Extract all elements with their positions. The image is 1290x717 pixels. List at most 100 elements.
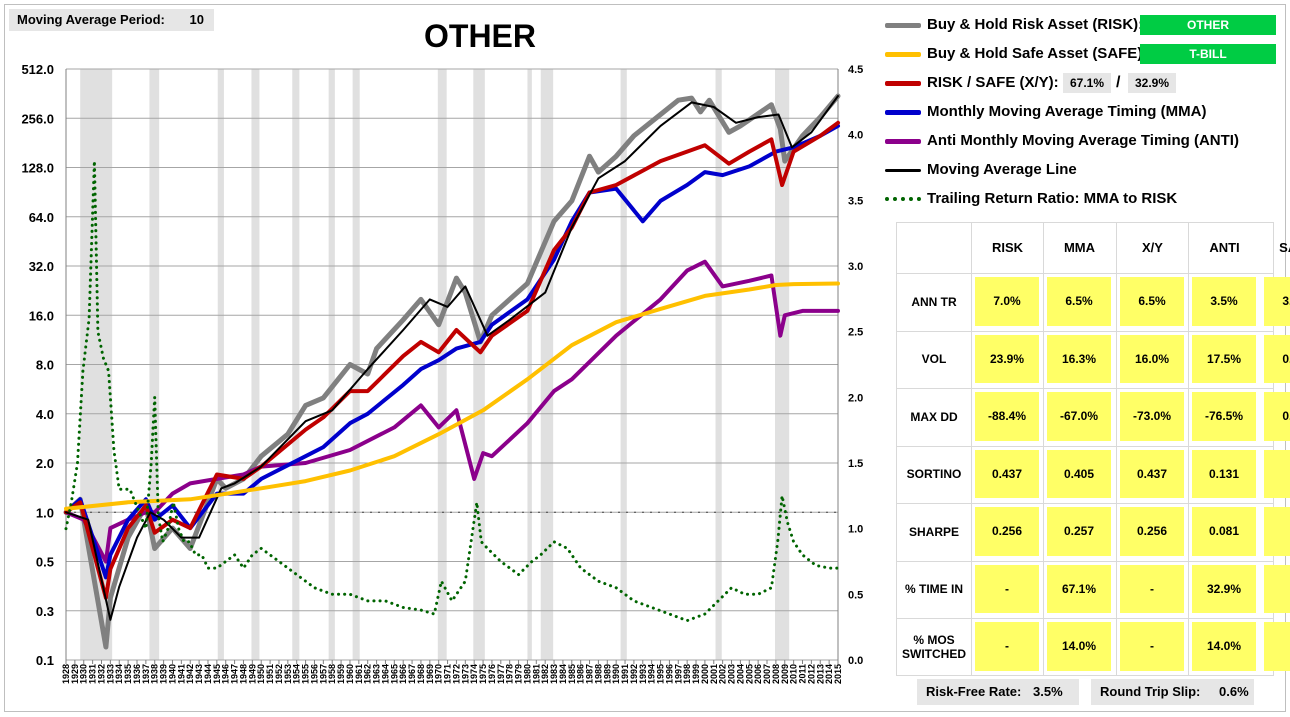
x-tick-label: 1979 [514, 664, 524, 684]
x-tick-label: 1950 [256, 664, 266, 684]
table-header-anti: ANTI [1209, 240, 1240, 255]
x-tick-label: 1978 [505, 664, 515, 684]
y2-tick-label: 0.0 [848, 655, 863, 667]
table-row-divider [897, 445, 1273, 447]
table-cell: 3.5% [1264, 277, 1290, 326]
table-cell: 0.256 [1120, 507, 1184, 556]
x-tick-label: 1946 [221, 664, 231, 684]
table-row-label: MAX DD [910, 409, 958, 424]
y2-tick-label: 2.5 [848, 327, 863, 339]
x-tick-label: 1942 [185, 664, 195, 684]
y-tick-label: 8.0 [36, 358, 54, 373]
x-tick-label: 1961 [354, 664, 364, 684]
moving-average-period-value[interactable]: 10 [189, 12, 204, 27]
table-header-risk: RISK [991, 240, 1024, 255]
x-tick-label: 1954 [292, 664, 302, 684]
table-col-divider [1188, 223, 1189, 675]
table-cell: 14.0% [1192, 622, 1256, 671]
x-tick-label: 2003 [727, 664, 737, 684]
x-tick-label: 1969 [425, 664, 435, 684]
x-tick-label: 2002 [718, 664, 728, 684]
series-moving-average-line [65, 95, 839, 621]
table-cell: 23.9% [975, 334, 1039, 383]
safe-asset-badge[interactable]: T-BILL [1140, 44, 1276, 64]
x-tick-label: 2013 [815, 664, 825, 684]
x-tick-label: 1994 [647, 664, 657, 684]
x-tick-label: 1977 [496, 664, 506, 684]
table-cell: 3.5% [1192, 277, 1256, 326]
series-buy-hold-risk-asset-risk [63, 93, 841, 650]
series-trailing-return-ratio-mma-to-risk [64, 159, 840, 623]
y2-tick-label: 3.5 [848, 195, 863, 207]
x-tick-label: 1992 [629, 664, 639, 684]
x-tick-label: 1967 [407, 664, 417, 684]
table-cell: 16.3% [1047, 334, 1111, 383]
table-cell: 6.5% [1120, 277, 1184, 326]
risk-free-rate-value[interactable]: 3.5% [1033, 684, 1063, 699]
round-trip-slip-value[interactable]: 0.6% [1219, 684, 1249, 699]
x-tick-label: 1966 [398, 664, 408, 684]
table-header-xy: X/Y [1142, 240, 1163, 255]
series-risk-safe-x-y [64, 120, 840, 600]
table-row-label: ANN TR [911, 294, 957, 309]
x-tick-label: 1997 [673, 664, 683, 684]
x-tick-label: 2001 [709, 664, 719, 684]
x-tick-label: 1998 [682, 664, 692, 684]
table-header-safe: SAFE [1279, 240, 1290, 255]
x-tick-label: 1980 [522, 664, 532, 684]
moving-average-period: Moving Average Period: 10 [9, 9, 214, 31]
table-cell: 6.5% [1047, 277, 1111, 326]
y2-tick-label: 3.0 [848, 261, 863, 273]
x-tick-label: 1960 [345, 664, 355, 684]
y-tick-label: 0.1 [36, 653, 54, 668]
y-tick-label: 2.0 [36, 456, 54, 471]
table-cell: 0.437 [1120, 449, 1184, 498]
x-tick-label: 1958 [327, 664, 337, 684]
x-tick-label: 2014 [824, 664, 834, 684]
legend-ratio-label: Trailing Return Ratio: MMA to RISK [927, 190, 1178, 207]
x-tick-label: 1936 [132, 664, 142, 684]
xy-safe-pct[interactable]: 32.9% [1128, 73, 1176, 93]
y-tick-label: 0.5 [36, 555, 54, 570]
x-tick-label: 1932 [96, 664, 106, 684]
x-tick-label: 1959 [336, 664, 346, 684]
y2-tick-label: 4.5 [848, 64, 863, 76]
legend-risk-label: Buy & Hold Risk Asset (RISK): [927, 16, 1144, 33]
legend-safe-swatch [885, 52, 921, 57]
table-row-label: VOL [921, 352, 947, 367]
x-tick-label: 1928 [61, 664, 71, 684]
xy-risk-pct[interactable]: 67.1% [1063, 73, 1111, 93]
table-col-divider [1043, 223, 1044, 675]
table-cell: - [1264, 622, 1290, 671]
table-row-label: % TIME IN [904, 582, 963, 597]
x-tick-label: 1984 [558, 664, 568, 684]
x-tick-label: 2004 [735, 664, 745, 684]
y2-tick-label: 2.0 [848, 392, 863, 404]
x-tick-label: 1935 [123, 664, 133, 684]
table-cell: 67.1% [1047, 564, 1111, 613]
x-tick-label: 1940 [167, 664, 177, 684]
x-tick-label: 1985 [567, 664, 577, 684]
y2-tick-label: 0.5 [848, 589, 863, 601]
legend-ma-line-swatch [885, 169, 921, 172]
table-cell: - [1264, 507, 1290, 556]
y2-tick-label: 1.0 [848, 524, 863, 536]
risk-asset-badge[interactable]: OTHER [1140, 15, 1276, 35]
y-tick-label: 0.3 [36, 604, 54, 619]
table-cell: -88.4% [975, 392, 1039, 441]
legend-xy-swatch [885, 81, 921, 86]
x-tick-label: 1947 [230, 664, 240, 684]
x-tick-label: 1970 [434, 664, 444, 684]
table-cell: 0.256 [975, 507, 1039, 556]
x-tick-label: 2010 [789, 664, 799, 684]
x-tick-label: 1987 [585, 664, 595, 684]
x-tick-label: 1929 [70, 664, 80, 684]
x-tick-label: 1968 [416, 664, 426, 684]
x-tick-label: 1951 [265, 664, 275, 684]
table-cell: -73.0% [1120, 392, 1184, 441]
x-tick-label: 1957 [318, 664, 328, 684]
x-tick-label: 1991 [620, 664, 630, 684]
table-row-label: % MOS SWITCHED [902, 632, 966, 661]
x-tick-label: 1995 [656, 664, 666, 684]
